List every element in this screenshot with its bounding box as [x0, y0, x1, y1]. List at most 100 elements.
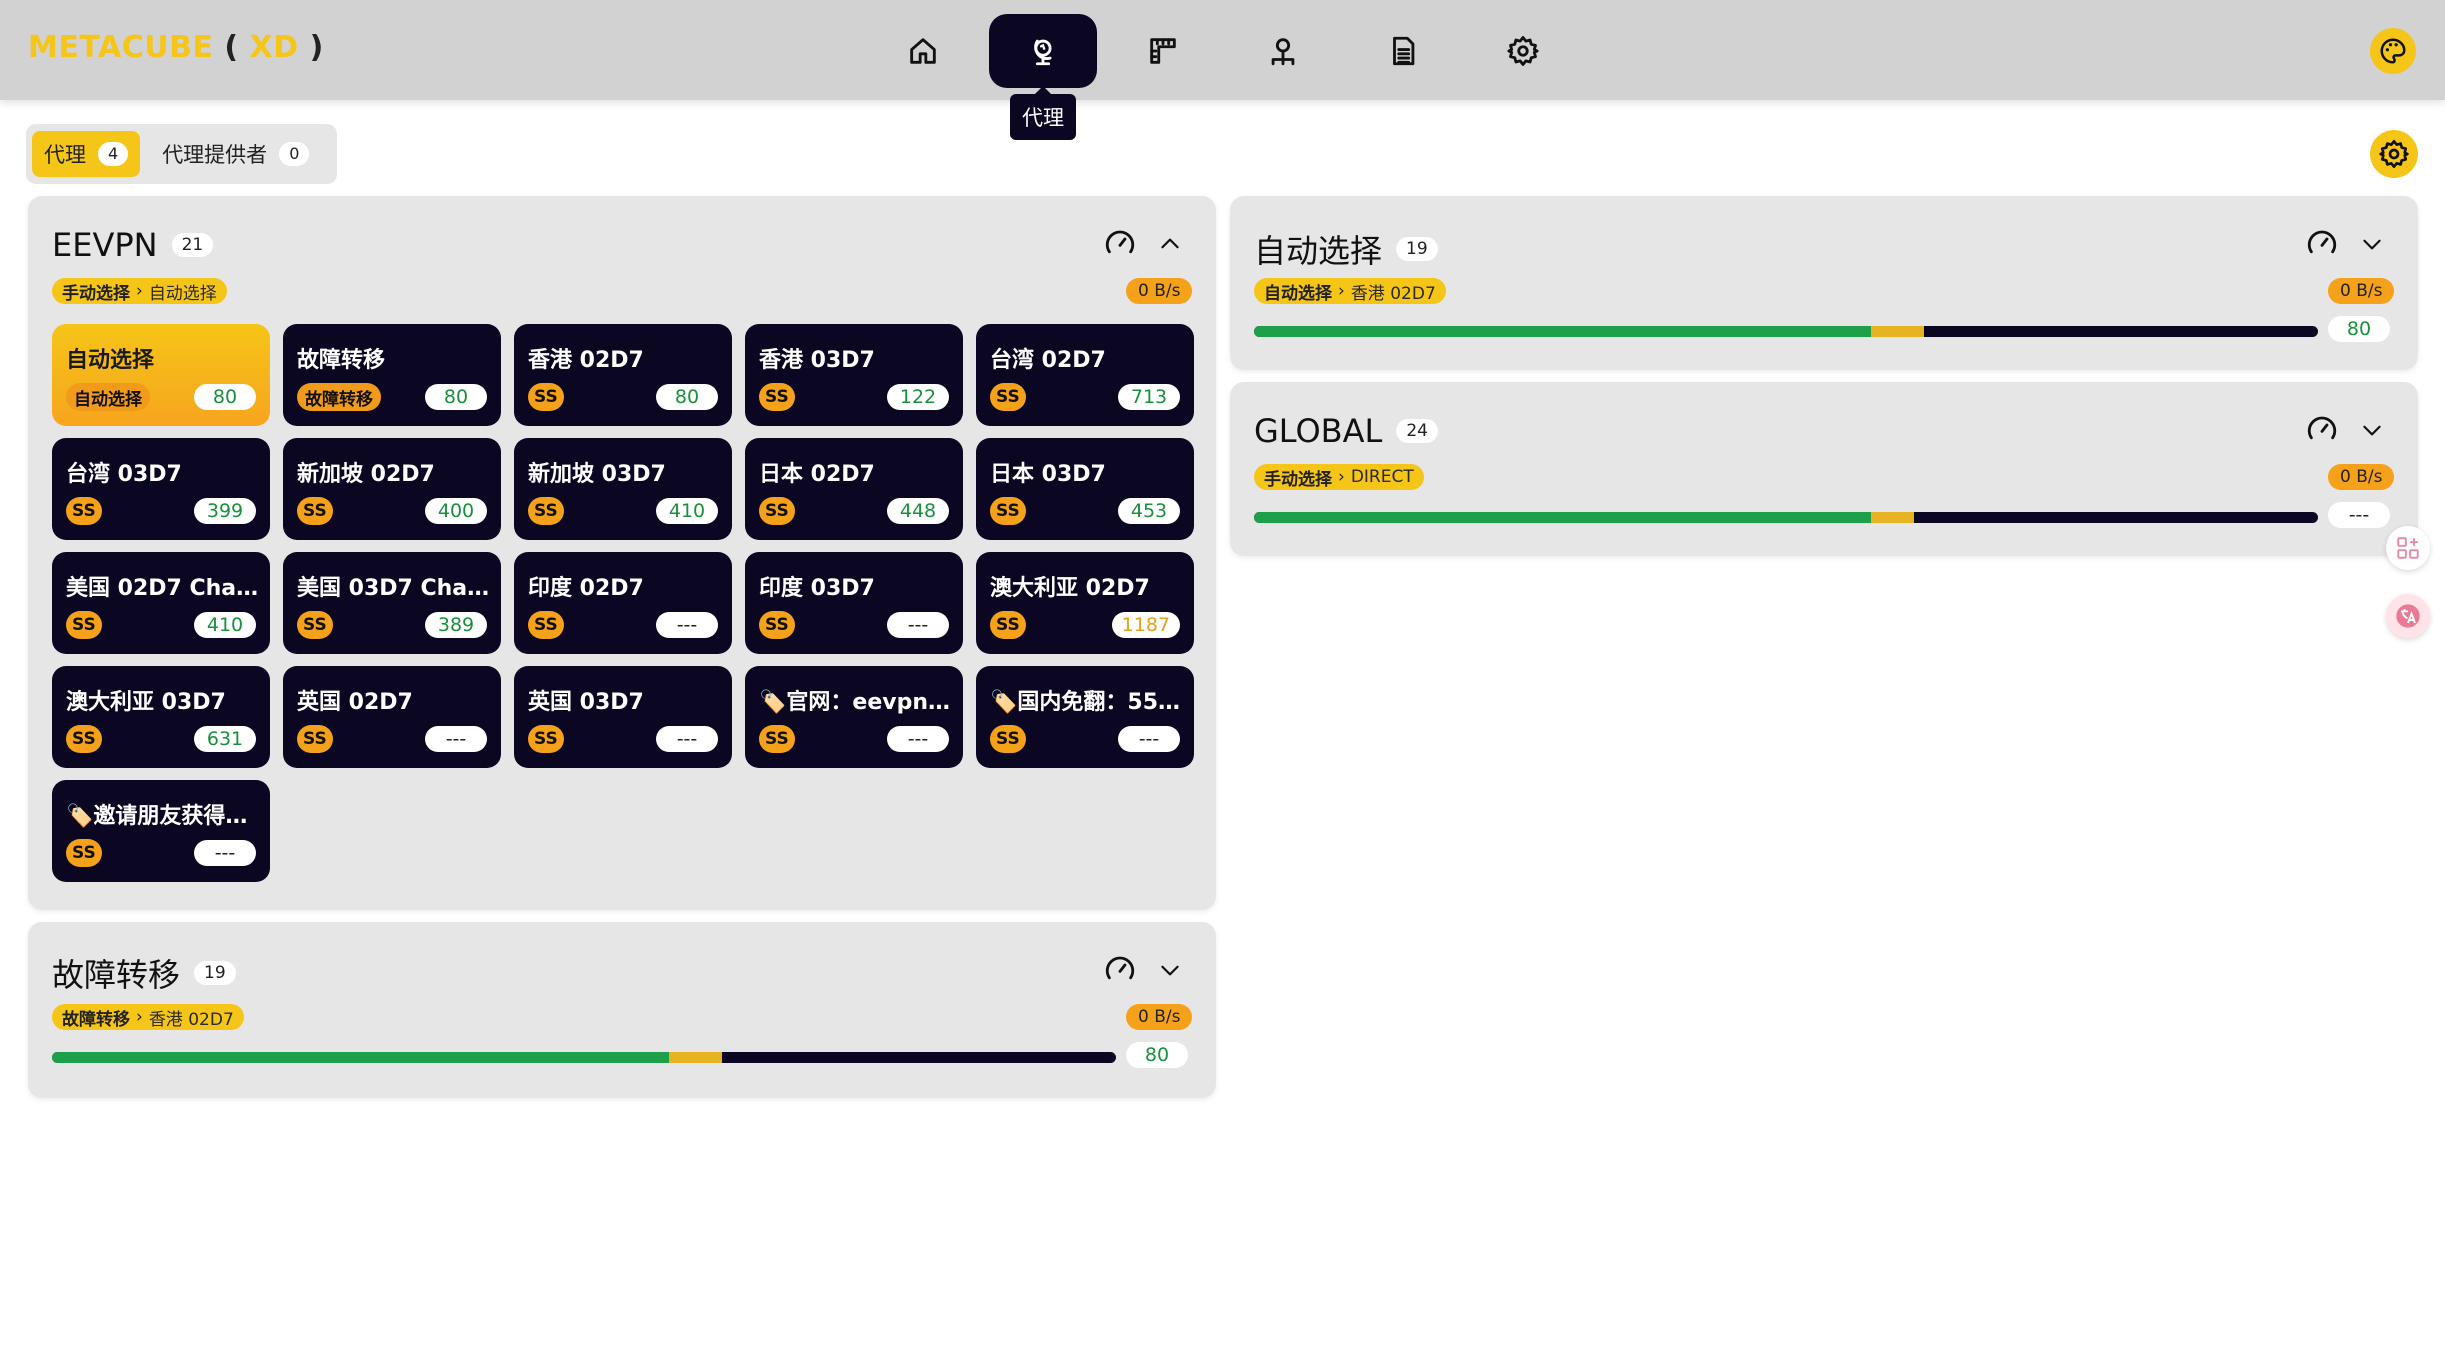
proxy-delay[interactable]: 80 — [194, 384, 256, 410]
proxy-card[interactable]: 印度 03D7 SS --- — [745, 552, 963, 654]
proxy-delay[interactable]: --- — [656, 726, 718, 752]
proxy-card[interactable]: 自动选择 自动选择 80 — [52, 324, 270, 426]
proxy-grid: 自动选择 自动选择 80 故障转移 故障转移 80 香港 02D7 SS 80 香港 03D7 SS… — [52, 324, 1218, 882]
logo-open: ( — [224, 30, 239, 65]
translate-float-button[interactable] — [2386, 594, 2430, 638]
proxy-delay[interactable]: 448 — [887, 498, 949, 524]
selection-path: 故障转移 › 香港 02D7 — [52, 1004, 244, 1030]
proxy-card[interactable]: 日本 02D7 SS 448 — [745, 438, 963, 540]
proxy-card[interactable]: 故障转移 故障转移 80 — [283, 324, 501, 426]
proxy-type-badge: SS — [297, 725, 333, 753]
tab-bar: 代理 4 代理提供者 0 — [26, 124, 337, 184]
proxy-delay[interactable]: --- — [887, 726, 949, 752]
proxy-card[interactable]: 印度 02D7 SS --- — [514, 552, 732, 654]
proxy-card[interactable]: 美国 02D7 Chat... SS 410 — [52, 552, 270, 654]
collapse-button[interactable] — [1152, 226, 1188, 262]
group-header[interactable]: EEVPN 21 — [52, 226, 214, 264]
proxy-card[interactable]: 台湾 03D7 SS 399 — [52, 438, 270, 540]
proxy-name: 日本 03D7 — [990, 462, 1106, 487]
proxy-card[interactable]: 日本 03D7 SS 453 — [976, 438, 1194, 540]
proxy-type-badge: SS — [759, 383, 795, 411]
tab-providers[interactable]: 代理提供者 0 — [150, 131, 321, 177]
proxy-delay[interactable]: 713 — [1118, 384, 1180, 410]
proxy-name: 澳大利亚 03D7 — [66, 690, 226, 715]
group-delay[interactable]: --- — [2328, 502, 2390, 528]
proxy-delay[interactable]: --- — [887, 612, 949, 638]
proxy-card[interactable]: 🏷️国内免翻：55ji... SS --- — [976, 666, 1194, 768]
group-panel-fallback: 故障转移 19 故障转移 › 香港 02D7 0 B/s 80 — [28, 922, 1216, 1098]
proxy-delay[interactable]: 410 — [194, 612, 256, 638]
proxy-type-badge: 故障转移 — [297, 383, 381, 411]
tab-proxies[interactable]: 代理 4 — [32, 131, 141, 177]
proxy-delay[interactable]: --- — [194, 840, 256, 866]
latency-test-button[interactable] — [1102, 226, 1138, 262]
proxy-delay[interactable]: 80 — [425, 384, 487, 410]
proxy-card[interactable]: 香港 03D7 SS 122 — [745, 324, 963, 426]
crumb-to: 香港 02D7 — [148, 1009, 234, 1030]
group-delay[interactable]: 80 — [2328, 316, 2390, 342]
group-header[interactable]: 故障转移 19 — [52, 950, 236, 996]
expand-button[interactable] — [2354, 226, 2390, 262]
proxy-delay[interactable]: 389 — [425, 612, 487, 638]
proxy-card[interactable]: 新加坡 02D7 SS 400 — [283, 438, 501, 540]
nav-home[interactable] — [869, 14, 977, 88]
speedometer-icon — [1105, 230, 1135, 254]
proxy-type-badge: SS — [528, 497, 564, 525]
nav-proxies[interactable] — [989, 14, 1097, 88]
group-header[interactable]: GLOBAL 24 — [1254, 412, 1438, 450]
proxy-delay[interactable]: --- — [425, 726, 487, 752]
proxy-type-badge: SS — [528, 725, 564, 753]
proxy-type-badge: SS — [66, 611, 102, 639]
proxy-delay[interactable]: 410 — [656, 498, 718, 524]
proxy-card[interactable]: 🏷️官网：eevpn.c... SS --- — [745, 666, 963, 768]
proxy-delay[interactable]: 399 — [194, 498, 256, 524]
proxy-type-badge: SS — [528, 611, 564, 639]
apps-float-button[interactable] — [2386, 526, 2430, 570]
nav-connections[interactable] — [1229, 14, 1337, 88]
proxy-type-badge: SS — [990, 383, 1026, 411]
nav-rules[interactable] — [1109, 14, 1217, 88]
bar-medium-segment — [1871, 512, 1914, 523]
proxy-name: 台湾 03D7 — [66, 462, 182, 487]
proxy-type-badge: SS — [759, 497, 795, 525]
proxy-name: 美国 02D7 Chat... — [66, 576, 260, 601]
proxy-type-badge: SS — [528, 383, 564, 411]
group-header[interactable]: 自动选择 19 — [1254, 226, 1438, 272]
proxy-card[interactable]: 英国 03D7 SS --- — [514, 666, 732, 768]
proxy-delay[interactable]: 400 — [425, 498, 487, 524]
tab-label: 代理提供者 — [162, 143, 268, 167]
latency-test-button[interactable] — [2304, 412, 2340, 448]
proxy-card[interactable]: 美国 03D7 Chat... SS 389 — [283, 552, 501, 654]
proxy-delay[interactable]: 1187 — [1111, 612, 1180, 638]
proxy-delay[interactable]: 631 — [194, 726, 256, 752]
latency-bar — [52, 1052, 1116, 1063]
proxy-card[interactable]: 英国 02D7 SS --- — [283, 666, 501, 768]
proxy-settings-button[interactable] — [2370, 130, 2418, 178]
proxy-card[interactable]: 澳大利亚 02D7 SS 1187 — [976, 552, 1194, 654]
latency-bar — [1254, 326, 2318, 337]
proxy-name: 印度 03D7 — [759, 576, 875, 601]
proxy-delay[interactable]: --- — [656, 612, 718, 638]
proxy-delay[interactable]: 80 — [656, 384, 718, 410]
selection-path: 手动选择 › DIRECT — [1254, 464, 1424, 490]
proxy-card[interactable]: 🏷️邀请朋友获得2... SS --- — [52, 780, 270, 882]
proxy-type-badge: SS — [66, 725, 102, 753]
expand-button[interactable] — [1152, 952, 1188, 988]
proxy-card[interactable]: 台湾 02D7 SS 713 — [976, 324, 1194, 426]
proxy-delay[interactable]: --- — [1118, 726, 1180, 752]
nav-settings[interactable] — [1469, 14, 1577, 88]
nav-logs[interactable] — [1349, 14, 1457, 88]
proxy-card[interactable]: 香港 02D7 SS 80 — [514, 324, 732, 426]
group-delay[interactable]: 80 — [1126, 1042, 1188, 1068]
proxy-delay[interactable]: 453 — [1118, 498, 1180, 524]
proxy-delay[interactable]: 122 — [887, 384, 949, 410]
proxy-card[interactable]: 澳大利亚 03D7 SS 631 — [52, 666, 270, 768]
logo-close: ) — [309, 30, 324, 65]
latency-test-button[interactable] — [2304, 226, 2340, 262]
app-logo[interactable]: METACUBE ( XD ) — [28, 30, 324, 65]
expand-button[interactable] — [2354, 412, 2390, 448]
latency-test-button[interactable] — [1102, 952, 1138, 988]
theme-button[interactable] — [2370, 28, 2416, 74]
proxy-card[interactable]: 新加坡 03D7 SS 410 — [514, 438, 732, 540]
chevron-right-icon: › — [1338, 281, 1345, 301]
